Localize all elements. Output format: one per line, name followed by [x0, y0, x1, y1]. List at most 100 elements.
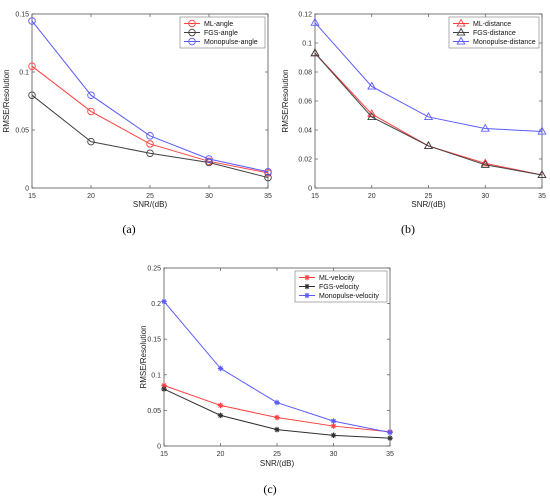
- data-point: [28, 17, 36, 25]
- legend-marker: [188, 37, 196, 46]
- x-tick-label: 15: [160, 451, 168, 458]
- y-tick-label: 0.02: [298, 157, 312, 164]
- y-tick-label: 0.15: [15, 12, 29, 19]
- data-point: [274, 399, 280, 406]
- data-point: [310, 48, 320, 57]
- y-tick-label: 0.25: [147, 266, 161, 273]
- data-point: [161, 298, 167, 305]
- x-tick-label: 30: [330, 451, 338, 458]
- data-point: [330, 423, 337, 429]
- x-axis-label: SNR/(dB): [133, 200, 168, 209]
- x-tick-label: 20: [87, 193, 95, 200]
- data-point: [87, 137, 95, 146]
- series-line: [31, 65, 269, 174]
- data-point: [387, 435, 393, 441]
- y-tick-label: 0.1: [151, 372, 161, 379]
- panel-label: (b): [401, 222, 415, 236]
- data-point: [217, 402, 224, 409]
- legend-marker: [188, 19, 196, 28]
- x-tick-label: 35: [386, 451, 394, 458]
- data-point: [480, 158, 490, 167]
- y-tick-label: 0.08: [298, 70, 312, 77]
- legend: ML-velocity FGS-velocity Monopulse-velocit…: [294, 270, 388, 303]
- data-point: [217, 365, 224, 372]
- series-line: [314, 22, 543, 132]
- y-tick-label: 0.1: [19, 70, 29, 77]
- data-point: [387, 429, 393, 436]
- x-tick-label: 30: [205, 193, 213, 200]
- x-tick-label: 20: [368, 193, 376, 200]
- x-tick-label: 25: [146, 193, 154, 200]
- y-tick-label: 0.2: [151, 301, 161, 308]
- y-tick-label: 0.04: [298, 128, 312, 135]
- legend-marker: [304, 283, 310, 290]
- panel-label: (c): [263, 482, 276, 496]
- legend: ML-angle FGS-angle Monopulse-angle: [179, 16, 266, 49]
- data-point: [423, 112, 434, 120]
- data-point: [264, 173, 272, 182]
- x-axis-label: SNR/(dB): [411, 200, 446, 209]
- x-tick-label: 25: [425, 193, 433, 200]
- series-line: [31, 20, 269, 173]
- data-point: [28, 91, 36, 99]
- x-tick-label: 35: [538, 193, 546, 200]
- series-line: [314, 52, 543, 176]
- data-point: [217, 412, 224, 419]
- data-point: [367, 112, 377, 120]
- legend: ML-distance FGS-distance Monopulse-distanc…: [448, 16, 540, 49]
- legend-marker: [456, 27, 466, 36]
- series-2: [161, 386, 393, 441]
- y-tick-label: 0.12: [298, 12, 312, 19]
- data-point: [274, 414, 280, 421]
- legend-label: Monopulse-angle: [204, 39, 258, 46]
- data-point: [87, 91, 95, 99]
- chart-panel-2: 15 20 25 30 35 0 0.02 0.04 0.06 0.08 0.1 0.12 SNR/(d…: [281, 12, 547, 236]
- data-point: [28, 62, 36, 70]
- data-point: [146, 140, 154, 148]
- data-point: [480, 159, 490, 168]
- series-2: [28, 91, 272, 182]
- y-tick-label: 0.06: [298, 99, 312, 106]
- data-point: [161, 386, 167, 392]
- data-point: [330, 418, 337, 424]
- legend-label: FGS-distance: [473, 30, 516, 37]
- data-point: [87, 107, 95, 116]
- chart-panel-3: 15 20 25 30 35 0 0.05 0.1 0.15 0.2 0.25 SNR/(dB) RMS…: [139, 266, 394, 497]
- series-3: [28, 17, 272, 176]
- chart-panel-1: 15 20 25 30 35 0 0.05 0.1 0.15 SNR/(dB) RMSE/Resol…: [2, 12, 272, 237]
- data-point: [423, 141, 434, 149]
- data-point: [537, 170, 547, 178]
- y-tick-label: 0.1: [302, 41, 312, 48]
- legend-marker: [304, 274, 310, 281]
- data-point: [310, 17, 320, 26]
- y-axis-label: RMSE/Resolution: [281, 69, 290, 132]
- legend-marker: [456, 36, 466, 45]
- legend-marker: [188, 28, 196, 37]
- x-tick-label: 35: [264, 193, 272, 200]
- legend-label: ML-velocity: [319, 275, 355, 282]
- data-point: [330, 432, 337, 439]
- y-axis-label: RMSE/Resolution: [139, 325, 148, 388]
- legend-marker: [456, 18, 466, 27]
- legend-label: ML-distance: [473, 21, 511, 28]
- x-tick-label: 30: [481, 193, 489, 200]
- data-point: [264, 168, 272, 176]
- data-point: [274, 426, 280, 433]
- y-tick-label: 0: [25, 186, 29, 193]
- y-tick-label: 0: [157, 444, 161, 451]
- legend-label: Monopulse-distance: [473, 39, 536, 46]
- data-point: [367, 81, 377, 90]
- data-point: [146, 132, 154, 140]
- x-tick-label: 20: [217, 451, 225, 458]
- x-axis-label: SNR/(dB): [260, 459, 295, 468]
- y-axis-label: RMSE/Resolution: [2, 69, 11, 132]
- panel-label: (a): [122, 222, 135, 236]
- legend-label: FGS-angle: [204, 30, 238, 37]
- legend-label: FGS-velocity: [319, 284, 360, 291]
- data-point: [161, 382, 167, 389]
- y-tick-label: 0.05: [147, 408, 161, 415]
- y-tick-label: 0.05: [15, 128, 29, 135]
- series-3: [310, 17, 547, 135]
- series-line: [31, 94, 269, 179]
